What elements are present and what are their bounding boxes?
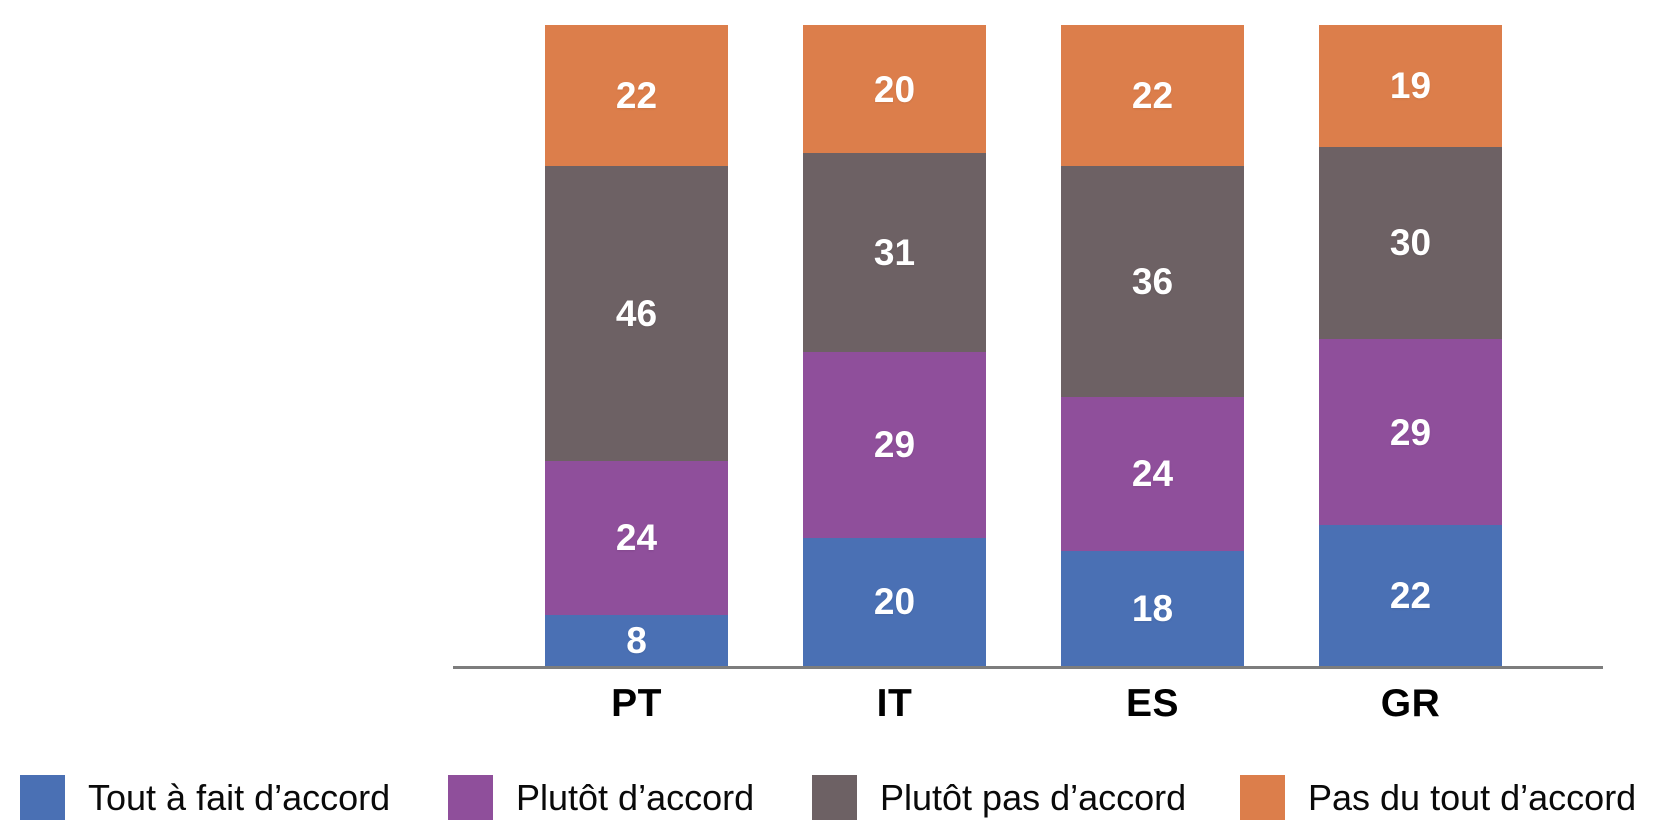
- x-axis-label-it: IT: [876, 682, 913, 725]
- segment-value-label: 30: [1389, 222, 1432, 264]
- bar-segment-pt-series-2: 46: [545, 166, 728, 461]
- segment-value-label: 8: [626, 619, 647, 661]
- segment-value-label: 29: [1389, 411, 1432, 453]
- x-axis-line: [453, 666, 1603, 669]
- bar-segment-pt-series-3: 22: [545, 25, 728, 167]
- bar-group-it: 20 29 31 20: [803, 25, 986, 666]
- bar-segment-es-series-1: 24: [1061, 396, 1244, 551]
- legend-item-3: Pas du tout d’accord: [1240, 775, 1636, 820]
- legend-swatch: [1240, 775, 1285, 820]
- x-axis-label-pt: PT: [611, 682, 662, 725]
- legend-label: Plutôt d’accord: [516, 776, 755, 818]
- bar-segment-it-series-1: 29: [803, 351, 986, 538]
- bar-segment-it-series-3: 20: [803, 25, 986, 154]
- segment-value-label: 20: [873, 68, 916, 110]
- bar-segment-it-series-0: 20: [803, 537, 986, 666]
- bar-group-pt: 8 24 46 22: [545, 25, 728, 666]
- legend-item-2: Plutôt pas d’accord: [812, 775, 1186, 820]
- bar-segment-gr-series-2: 30: [1319, 146, 1502, 340]
- x-axis-label-gr: GR: [1380, 682, 1441, 725]
- segment-value-label: 24: [615, 517, 658, 559]
- legend-label: Plutôt pas d’accord: [880, 776, 1187, 818]
- bar-segment-es-series-0: 18: [1061, 550, 1244, 666]
- legend-label: Pas du tout d’accord: [1308, 776, 1637, 818]
- bar-segment-es-series-3: 22: [1061, 25, 1244, 167]
- segment-value-label: 24: [1131, 453, 1174, 495]
- segment-value-label: 31: [873, 232, 916, 274]
- bar-segment-gr-series-1: 29: [1319, 339, 1502, 525]
- bar-group-gr: 22 29 30 19: [1319, 25, 1502, 666]
- segment-value-label: 22: [1389, 574, 1432, 616]
- x-axis-label-es: ES: [1125, 682, 1180, 725]
- segment-value-label: 20: [873, 581, 916, 623]
- bar-segment-es-series-2: 36: [1061, 166, 1244, 397]
- legend-swatch: [20, 775, 65, 820]
- segment-value-label: 22: [1131, 75, 1174, 117]
- segment-value-label: 22: [615, 75, 658, 117]
- segment-value-label: 29: [873, 424, 916, 466]
- legend-label: Tout à fait d’accord: [88, 776, 391, 818]
- segment-value-label: 18: [1131, 587, 1174, 629]
- legend-swatch: [448, 775, 493, 820]
- bar-segment-gr-series-3: 19: [1319, 25, 1502, 147]
- bar-segment-pt-series-0: 8: [545, 614, 728, 666]
- bar-group-es: 18 24 36 22: [1061, 25, 1244, 666]
- segment-value-label: 46: [615, 292, 658, 334]
- bar-segment-it-series-2: 31: [803, 153, 986, 352]
- segment-value-label: 36: [1131, 260, 1174, 302]
- legend-swatch: [812, 775, 857, 820]
- bar-segment-pt-series-1: 24: [545, 460, 728, 615]
- bar-segment-gr-series-0: 22: [1319, 524, 1502, 666]
- segment-value-label: 19: [1389, 65, 1432, 107]
- legend-item-0: Tout à fait d’accord: [20, 775, 390, 820]
- legend-item-1: Plutôt d’accord: [448, 775, 754, 820]
